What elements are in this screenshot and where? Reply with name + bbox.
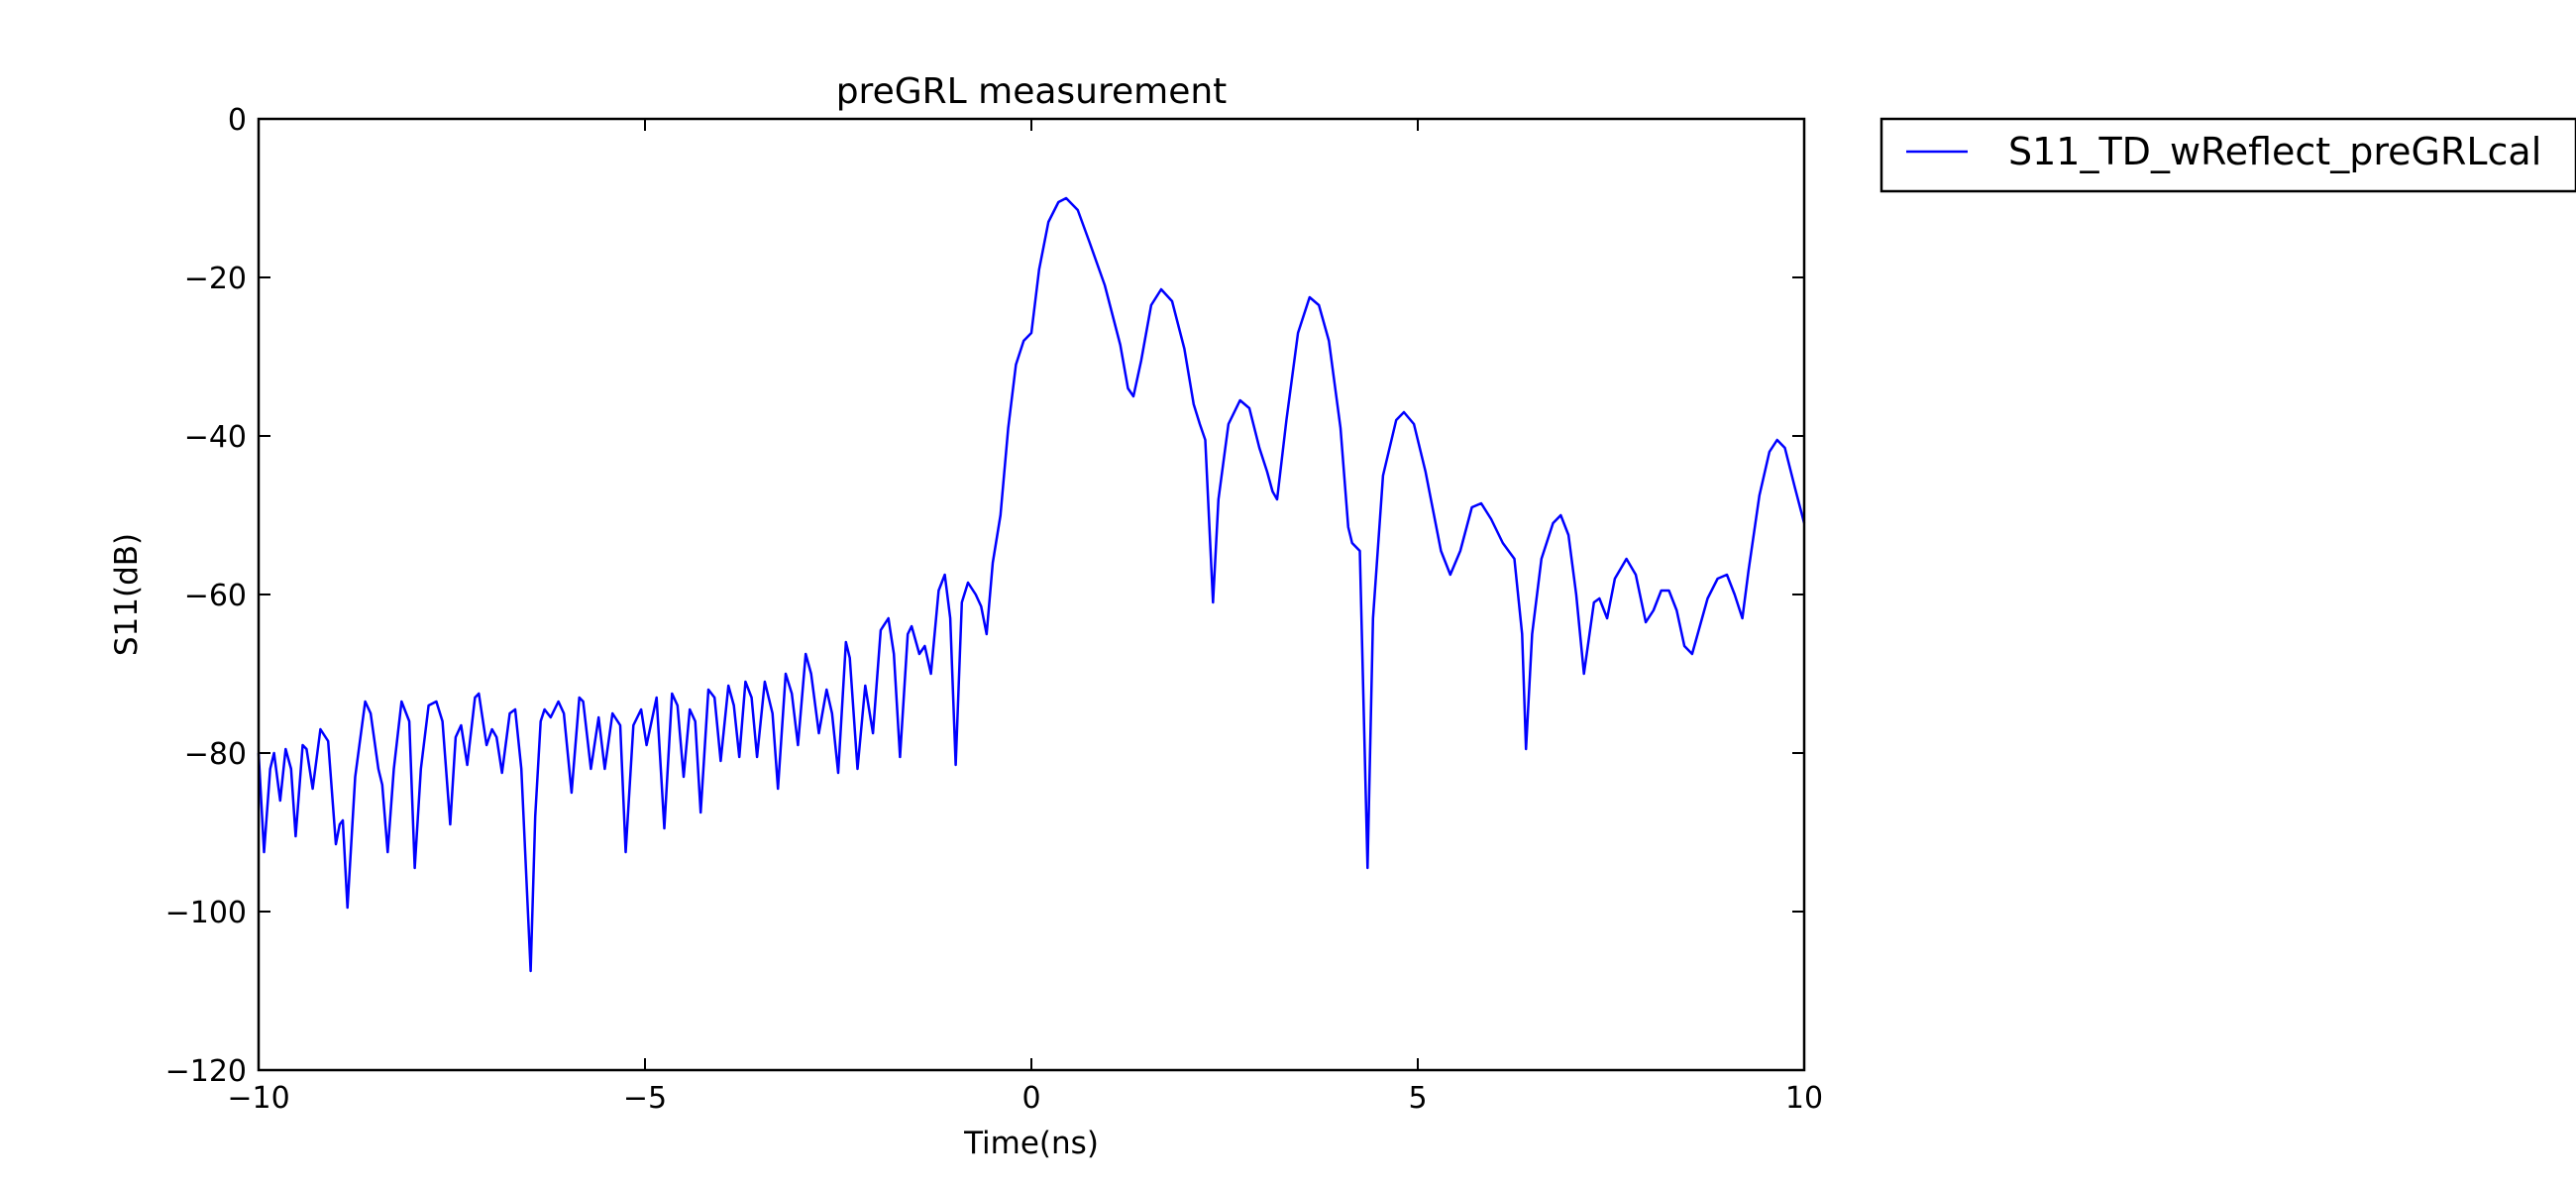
y-tick-label: −20 <box>184 262 247 296</box>
x-tick-label: 10 <box>1785 1081 1823 1116</box>
legend-label: S11_TD_wReflect_preGRLcal <box>2008 130 2541 173</box>
plot-frame <box>257 117 1806 1072</box>
y-tick-label: −80 <box>184 737 247 772</box>
legend: S11_TD_wReflect_preGRLcal <box>1879 117 2576 193</box>
x-tick-label: 0 <box>1021 1081 1040 1116</box>
x-tick-label: −10 <box>227 1081 289 1116</box>
x-tick-label: 5 <box>1408 1081 1427 1116</box>
chart-title: preGRL measurement <box>836 71 1228 112</box>
tick-labels: −10 −5 0 5 10 0 −20 −40 −60 −80 −100 −120 <box>165 103 1824 1116</box>
plot-area <box>259 119 1804 1070</box>
legend-box <box>1879 117 2576 193</box>
y-tick-label: −40 <box>184 420 247 455</box>
y-axis-label: S11(dB) <box>109 533 145 656</box>
y-tick-label: −60 <box>184 579 247 613</box>
y-tick-label: −120 <box>165 1054 247 1089</box>
series-line-0 <box>257 196 1806 973</box>
series-layer <box>257 196 1806 973</box>
x-tick-label: −5 <box>623 1081 667 1116</box>
y-tick-label: 0 <box>228 103 247 138</box>
x-axis-label: Time(ns) <box>963 1126 1099 1161</box>
y-tick-label: −100 <box>165 896 247 930</box>
